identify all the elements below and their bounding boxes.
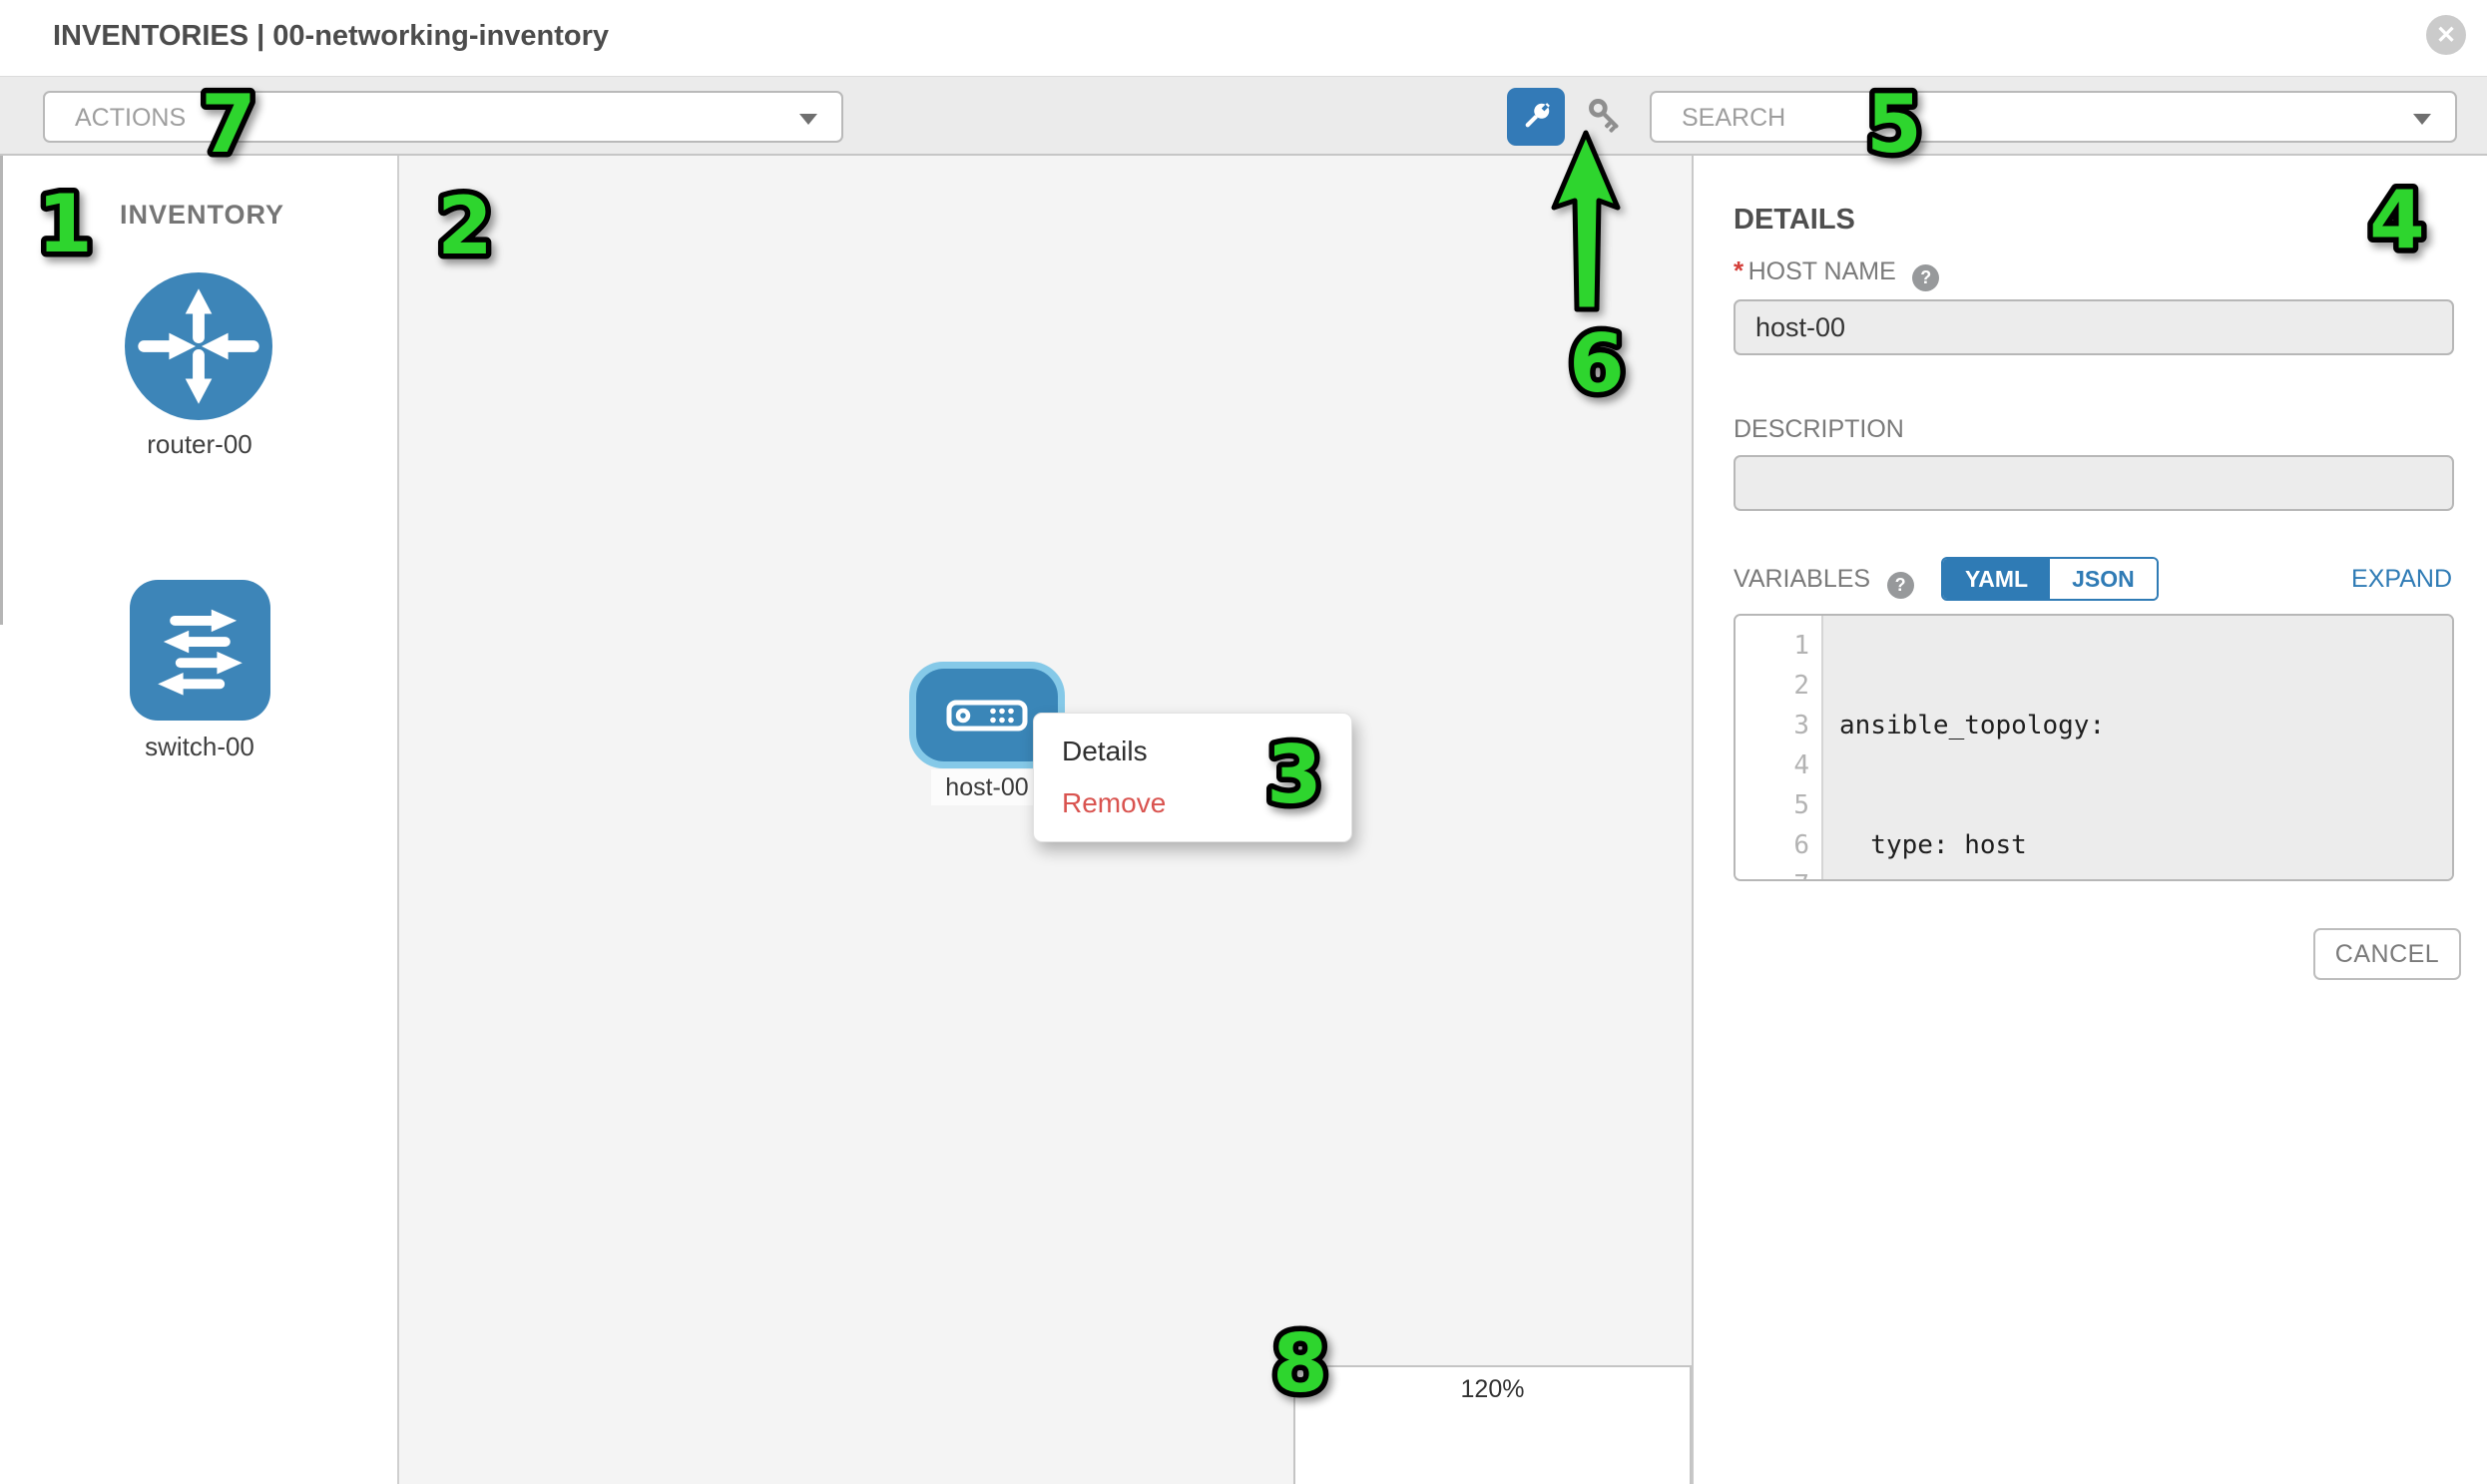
actions-dropdown[interactable]: ACTIONS	[43, 91, 843, 143]
details-panel-title: DETAILS	[1734, 204, 1855, 236]
code-line: ansible_topology:	[1839, 711, 2106, 741]
cancel-button[interactable]: CANCEL	[2313, 928, 2461, 980]
host-name-input[interactable]: host-00	[1734, 299, 2454, 355]
host-node-label: host-00	[931, 769, 1043, 805]
wrench-icon	[1525, 103, 1550, 128]
variables-field-label: VARIABLES ?	[1734, 565, 1914, 599]
code-line: type: host	[1839, 830, 2027, 860]
wrench-button[interactable]	[1507, 88, 1565, 146]
host-name-field-label: * HOST NAME ?	[1734, 255, 1940, 291]
key-icon	[1589, 99, 1619, 133]
description-input[interactable]	[1734, 455, 2454, 511]
router-node-label: router-00	[147, 429, 252, 459]
key-button[interactable]	[1583, 93, 1631, 141]
toggle-yaml[interactable]: YAML	[1943, 559, 2051, 599]
chevron-down-icon	[2413, 114, 2431, 125]
router-icon	[125, 272, 272, 420]
header: INVENTORIES | 00-networking-inventory ✕	[0, 0, 2487, 76]
required-asterisk: *	[1734, 255, 1744, 285]
close-icon[interactable]: ✕	[2426, 15, 2466, 55]
inventory-panel-title: INVENTORY	[120, 200, 285, 230]
editor-code-lines: ansible_topology: type: host name: host-…	[1823, 616, 2452, 879]
search-dropdown[interactable]: SEARCH	[1650, 91, 2457, 143]
help-icon[interactable]: ?	[1886, 572, 1914, 599]
host-server-icon	[946, 700, 1028, 731]
context-menu-item-details[interactable]: Details	[1062, 736, 1148, 766]
topology-canvas[interactable]: host-00 Details Remove 120%	[399, 156, 1692, 1484]
expand-link[interactable]: EXPAND	[2351, 565, 2452, 593]
context-menu-item-remove[interactable]: Remove	[1062, 787, 1167, 818]
description-field-label: DESCRIPTION	[1734, 415, 1904, 443]
page-title: INVENTORIES | 00-networking-inventory	[53, 20, 610, 52]
switch-icon	[130, 580, 270, 721]
variables-code-editor[interactable]: 1 2 3 4 5 6 7 ansible_topology: type: ho…	[1734, 614, 2454, 881]
help-icon[interactable]: ?	[1912, 264, 1940, 291]
search-dropdown-label: SEARCH	[1682, 104, 1786, 132]
zoom-control-panel: 120%	[1293, 1365, 1692, 1484]
switch-node-label: switch-00	[145, 732, 254, 761]
toolbar: ACTIONS SEARCH	[0, 76, 2487, 156]
details-panel: DETAILS * HOST NAME ? host-00 DESCRIPTIO…	[1692, 156, 2487, 1484]
node-context-menu: Details Remove	[1033, 713, 1352, 842]
actions-dropdown-label: ACTIONS	[75, 104, 187, 132]
toggle-json[interactable]: JSON	[2050, 559, 2157, 599]
sidebar-edge-line	[0, 156, 3, 625]
sidebar-item-switch[interactable]	[130, 580, 270, 726]
zoom-level-value: 120%	[1460, 1375, 1525, 1403]
chevron-down-icon	[799, 114, 817, 125]
variables-format-toggle: YAML JSON	[1941, 557, 2159, 601]
sidebar-item-router[interactable]	[125, 272, 272, 425]
editor-line-numbers: 1 2 3 4 5 6 7	[1736, 616, 1823, 879]
